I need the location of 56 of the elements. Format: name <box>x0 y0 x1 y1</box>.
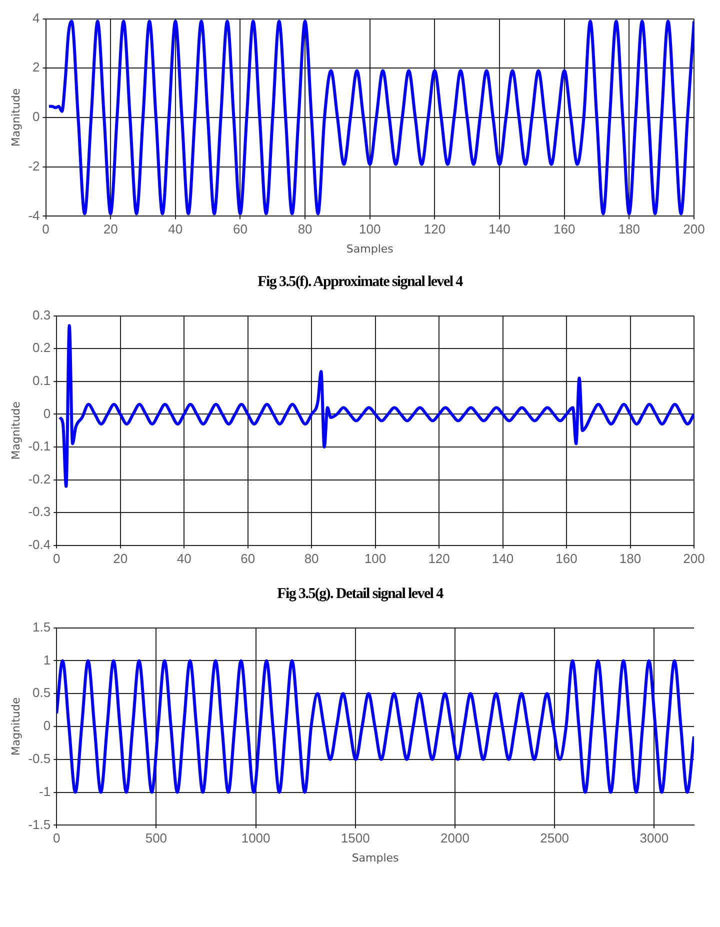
x-tick-label: 500 <box>145 830 168 846</box>
y-tick-label: -4 <box>28 208 40 223</box>
y-axis-title: Magnitude <box>9 401 22 460</box>
x-tick-label: 60 <box>240 550 256 566</box>
y-tick-label: -0.5 <box>28 750 51 766</box>
x-axis-title: Samples <box>346 242 394 256</box>
x-tick-label: 140 <box>492 550 514 566</box>
x-tick-label: 160 <box>554 222 576 237</box>
y-tick-label: 0.3 <box>32 307 51 322</box>
x-tick-label: 140 <box>488 222 510 237</box>
y-tick-label: 0 <box>32 109 40 124</box>
x-tick-label: 0 <box>52 550 60 566</box>
x-tick-label: 60 <box>232 222 248 237</box>
x-tick-label: 80 <box>298 222 312 237</box>
y-tick-label: 1 <box>43 652 51 668</box>
y-tick-label: 0.1 <box>32 372 51 388</box>
x-tick-label: 0 <box>52 830 60 846</box>
y-tick-label: -0.3 <box>28 504 51 520</box>
y-tick-label: 1.5 <box>32 619 51 634</box>
x-tick-label: 100 <box>359 222 381 237</box>
y-tick-label: 4 <box>32 10 40 26</box>
y-tick-label: 0.5 <box>32 685 51 700</box>
line-series <box>56 659 694 794</box>
y-tick-label: -2 <box>28 158 40 174</box>
x-tick-label: 40 <box>168 222 183 237</box>
x-tick-label: 120 <box>428 550 450 566</box>
x-tick-label: 1000 <box>241 830 270 846</box>
x-axis-title: Samples <box>352 851 400 864</box>
x-tick-label: 200 <box>683 550 705 566</box>
y-tick-label: -0.2 <box>28 471 51 486</box>
y-tick-label: -0.1 <box>28 438 51 454</box>
x-tick-label: 80 <box>304 550 319 566</box>
x-tick-label: 100 <box>364 550 386 566</box>
caption: Fig 3.5(g). Detail signal level 4 <box>276 586 444 603</box>
y-tick-label: 0 <box>43 406 51 421</box>
y-tick-label: -1.5 <box>28 816 51 832</box>
x-tick-label: 2500 <box>540 830 570 846</box>
x-tick-label: 1500 <box>340 830 370 846</box>
x-tick-label: 3000 <box>640 830 669 846</box>
y-axis-title: Magnitude <box>9 697 22 756</box>
x-tick-label: 180 <box>618 222 640 237</box>
x-tick-label: 120 <box>424 222 446 237</box>
x-tick-label: 2000 <box>440 830 470 846</box>
y-tick-label: -1 <box>39 784 51 799</box>
x-tick-label: 20 <box>103 222 118 237</box>
caption: Fig 3.5(f). Approximate signal level 4 <box>256 274 464 291</box>
y-axis-title: Magnitude <box>9 88 22 147</box>
x-tick-label: 20 <box>113 550 128 566</box>
y-tick-label: 0.2 <box>32 340 51 356</box>
y-tick-label: 2 <box>32 60 40 75</box>
x-tick-label: 40 <box>176 550 192 566</box>
x-tick-label: 160 <box>556 550 578 566</box>
x-tick-label: 180 <box>619 550 642 566</box>
y-tick-label: 0 <box>43 718 51 734</box>
y-tick-label: -0.4 <box>28 536 51 552</box>
x-tick-label: 200 <box>683 222 705 237</box>
